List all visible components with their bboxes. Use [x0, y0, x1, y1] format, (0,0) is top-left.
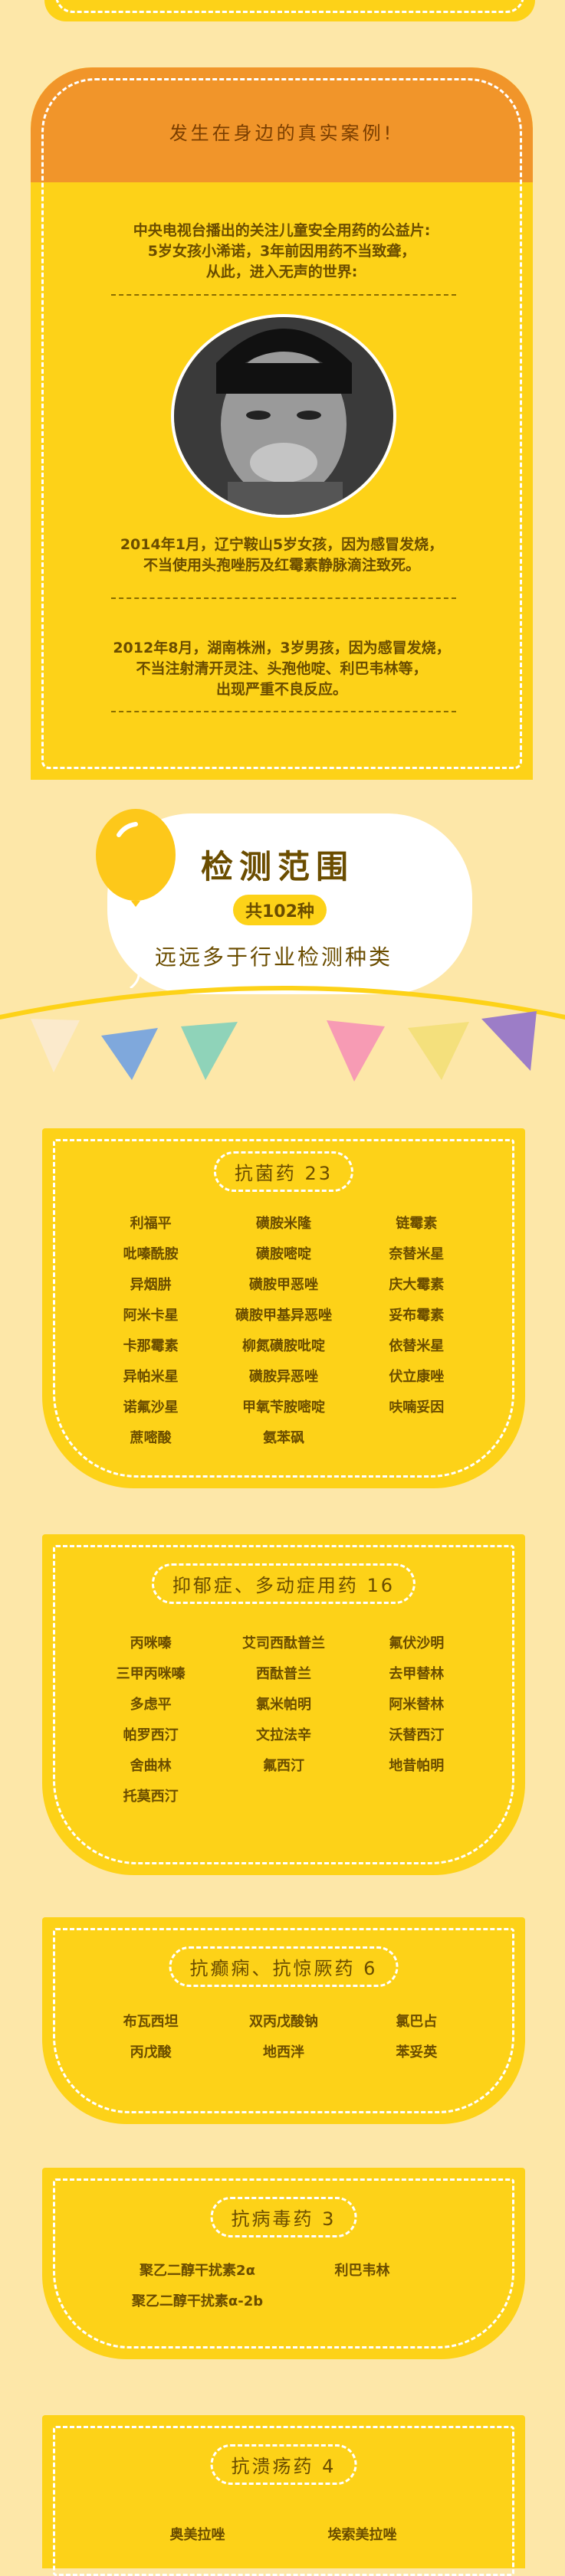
drug-item: 布瓦西坦: [123, 2014, 179, 2030]
drug-item: 柳氮磺胺吡啶: [241, 1338, 325, 1354]
drug-list: 利福平 磺胺米隆 链霉素 吡嗪酰胺 磺胺嘧啶 奈替米星 异烟肼 磺胺甲恶唑 庆大霉素 阿米卡…: [88, 1213, 479, 1447]
drug-item: 伏立康唑: [389, 1369, 445, 1385]
group-title: 抗菌药 23: [213, 1151, 354, 1192]
drug-item: 帕罗西汀: [123, 1727, 179, 1743]
drug-item: 奈替米星: [389, 1246, 445, 1262]
drug-item: 丙咪嗪: [130, 1635, 172, 1651]
drug-item: 氯巴占: [396, 2014, 438, 2030]
drug-item: 地西泮: [262, 2044, 304, 2060]
drug-item: 卡那霉素: [123, 1338, 179, 1354]
drug-item: 依替米星: [389, 1338, 445, 1354]
drug-item: 地昔帕明: [389, 1758, 445, 1774]
drug-item: 氨苯砜: [262, 1430, 304, 1446]
divider: [111, 711, 456, 712]
case-card: 发生在身边的真实案例! 中央电视台播出的关注儿童安全用药的公益片: 5岁女孩小浠…: [31, 67, 533, 780]
divider: [111, 294, 456, 296]
drug-list: 聚乙二醇干扰素2α 利巴韦林 聚乙二醇干扰素α-2b: [119, 2260, 441, 2310]
drug-item: 聚乙二醇干扰素2α: [140, 2263, 255, 2279]
drug-item: 磺胺甲基异恶唑: [235, 1308, 332, 1324]
group-card-antibacterial: 抗菌药 23 利福平 磺胺米隆 链霉素 吡嗪酰胺 磺胺嘧啶 奈替米星 异烟肼 磺胺甲恶唑 庆…: [42, 1128, 525, 1488]
drug-item: 文拉法辛: [255, 1727, 311, 1743]
case-intro: 中央电视台播出的关注儿童安全用药的公益片: 5岁女孩小浠诺，3年前因用药不当致聋…: [133, 222, 431, 280]
drug-item: 埃索美拉唑: [327, 2527, 397, 2543]
drug-item: 奥美拉唑: [169, 2527, 225, 2543]
drug-item: 托莫西汀: [123, 1789, 179, 1805]
drug-item: 聚乙二醇干扰素α-2b: [131, 2293, 264, 2309]
drug-list: 奥美拉唑 埃索美拉唑: [119, 2524, 441, 2544]
drug-item: 去甲替林: [389, 1666, 445, 1682]
drug-item: 异烟肼: [130, 1277, 172, 1293]
group-card-antiulcer: 抗溃疡药 4 奥美拉唑 埃索美拉唑: [42, 2415, 525, 2576]
drug-item: 利福平: [130, 1216, 172, 1232]
detect-title: 检测范围: [201, 848, 355, 885]
drug-item: 双丙戊酸钠: [248, 2014, 318, 2030]
drug-item: 丙戊酸: [130, 2044, 172, 2060]
drug-item: 阿米卡星: [123, 1308, 179, 1324]
drug-item: 诺氟沙星: [123, 1399, 179, 1416]
drug-item: 磺胺异恶唑: [248, 1369, 318, 1385]
group-title: 抑郁症、多动症用药 16: [151, 1563, 416, 1604]
drug-item: 异帕米星: [123, 1369, 179, 1385]
case-header-title: 发生在身边的真实案例!: [169, 123, 395, 144]
drug-item: 吡嗪酰胺: [123, 1246, 179, 1262]
group-card-antiviral: 抗病毒药 3 聚乙二醇干扰素2α 利巴韦林 聚乙二醇干扰素α-2b: [42, 2168, 525, 2359]
drug-item: 氟伏沙明: [389, 1635, 445, 1651]
group-title: 抗病毒药 3: [210, 2197, 357, 2237]
drug-item: 西酞普兰: [255, 1666, 311, 1682]
drug-item: 艾司西酞普兰: [241, 1635, 325, 1651]
drug-item: 庆大霉素: [389, 1277, 445, 1293]
group-title: 抗溃疡药 4: [210, 2444, 357, 2485]
case-header: [31, 67, 533, 182]
detect-subtitle: 远远多于行业检测种类: [155, 944, 393, 970]
group-title: 抗癫痫、抗惊厥药 6: [169, 1946, 399, 1987]
group-card-depression: 抑郁症、多动症用药 16 丙咪嗪 艾司西酞普兰 氟伏沙明 三甲丙咪嗪 西酞普兰 去甲替林…: [42, 1534, 525, 1875]
drug-item: 氟西汀: [262, 1758, 304, 1774]
drug-list: 布瓦西坦 双丙戊酸钠 氯巴占 丙戊酸 地西泮 苯妥英: [88, 2011, 479, 2061]
balloon-icon: [96, 809, 176, 988]
case-1: 2014年1月，辽宁鞍山5岁女孩，因为感冒发烧， 不当使用头孢唑肟及红霉素静脉滴…: [120, 536, 444, 574]
drug-item: 舍曲林: [130, 1758, 172, 1774]
drug-item: 妥布霉素: [389, 1308, 445, 1324]
drug-item: 蔗嘧酸: [130, 1430, 172, 1446]
drug-item: 阿米替林: [389, 1697, 445, 1713]
child-photo: [171, 314, 396, 518]
case-2: 2012年8月，湖南株洲，3岁男孩，因为感冒发烧， 不当注射清开灵注、头孢他啶、…: [113, 640, 451, 698]
detect-count: 共102种: [233, 895, 327, 925]
previous-card-bottom: [44, 0, 535, 21]
drug-item: 磺胺嘧啶: [255, 1246, 311, 1262]
divider: [111, 597, 456, 599]
bunting-decoration: [0, 986, 565, 1082]
drug-item: 苯妥英: [396, 2044, 438, 2060]
drug-item: 多虑平: [130, 1697, 172, 1713]
drug-list: 丙咪嗪 艾司西酞普兰 氟伏沙明 三甲丙咪嗪 西酞普兰 去甲替林 多虑平 氯米帕明 阿米替林 …: [88, 1632, 479, 1805]
drug-item: 链霉素: [396, 1216, 438, 1232]
drug-item: 三甲丙咪嗪: [116, 1666, 186, 1682]
drug-item: 沃替西汀: [389, 1727, 445, 1743]
drug-item: 呋喃妥因: [389, 1399, 445, 1416]
group-card-epilepsy: 抗癫痫、抗惊厥药 6 布瓦西坦 双丙戊酸钠 氯巴占 丙戊酸 地西泮 苯妥英: [42, 1917, 525, 2124]
drug-item: 利巴韦林: [334, 2263, 390, 2279]
drug-item: 甲氧苄胺嘧啶: [241, 1399, 325, 1416]
drug-item: 磺胺米隆: [255, 1216, 311, 1232]
drug-item: 氯米帕明: [255, 1697, 311, 1713]
drug-item: 磺胺甲恶唑: [248, 1277, 318, 1293]
